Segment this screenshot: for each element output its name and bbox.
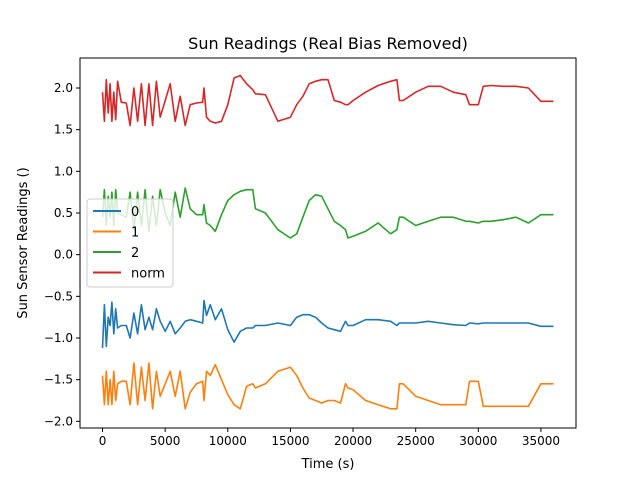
- x-tick-label: 0: [99, 434, 107, 448]
- x-tick-label: 35000: [522, 434, 560, 448]
- y-tick-label: −1.0: [44, 331, 73, 345]
- y-tick-label: −0.5: [44, 289, 73, 303]
- axes-frame: [79, 57, 577, 429]
- x-tick-label: 10000: [209, 434, 247, 448]
- x-tick-label: 25000: [397, 434, 435, 448]
- y-tick-label: 0.0: [54, 248, 73, 262]
- legend-box: [86, 198, 174, 288]
- legend-label-1: 1: [131, 226, 139, 241]
- x-axis-label: Time (s): [301, 457, 355, 472]
- legend: 0 1 2 norm: [86, 198, 174, 288]
- y-tick-label: 0.5: [54, 206, 73, 220]
- legend-label-2: 2: [131, 246, 139, 261]
- series-line-1: [101, 362, 554, 410]
- x-tick-label: 15000: [271, 434, 309, 448]
- y-tick-label: 2.0: [54, 81, 73, 95]
- series-line-norm: [101, 74, 554, 127]
- x-tick-label: 5000: [150, 434, 181, 448]
- x-tick-label: 30000: [459, 434, 497, 448]
- x-axis: 0 5000 10000 15000 20000 25000 30000 35000: [99, 428, 560, 448]
- y-tick-label: 1.0: [54, 164, 73, 178]
- legend-label-norm: norm: [131, 267, 165, 282]
- y-tick-label: −2.0: [44, 414, 73, 428]
- y-tick-label: −1.5: [44, 373, 73, 387]
- y-axis: −2.0 −1.5 −1.0 −0.5 0.0 0.5 1.0 1.5 2.0: [44, 81, 80, 428]
- y-axis-label: Sun Sensor Readings (): [16, 167, 31, 318]
- x-tick-label: 20000: [334, 434, 372, 448]
- legend-label-0: 0: [131, 205, 139, 220]
- chart-title: Sun Readings (Real Bias Removed): [188, 34, 468, 53]
- series-line-0: [101, 299, 554, 349]
- y-tick-label: 1.5: [54, 123, 73, 137]
